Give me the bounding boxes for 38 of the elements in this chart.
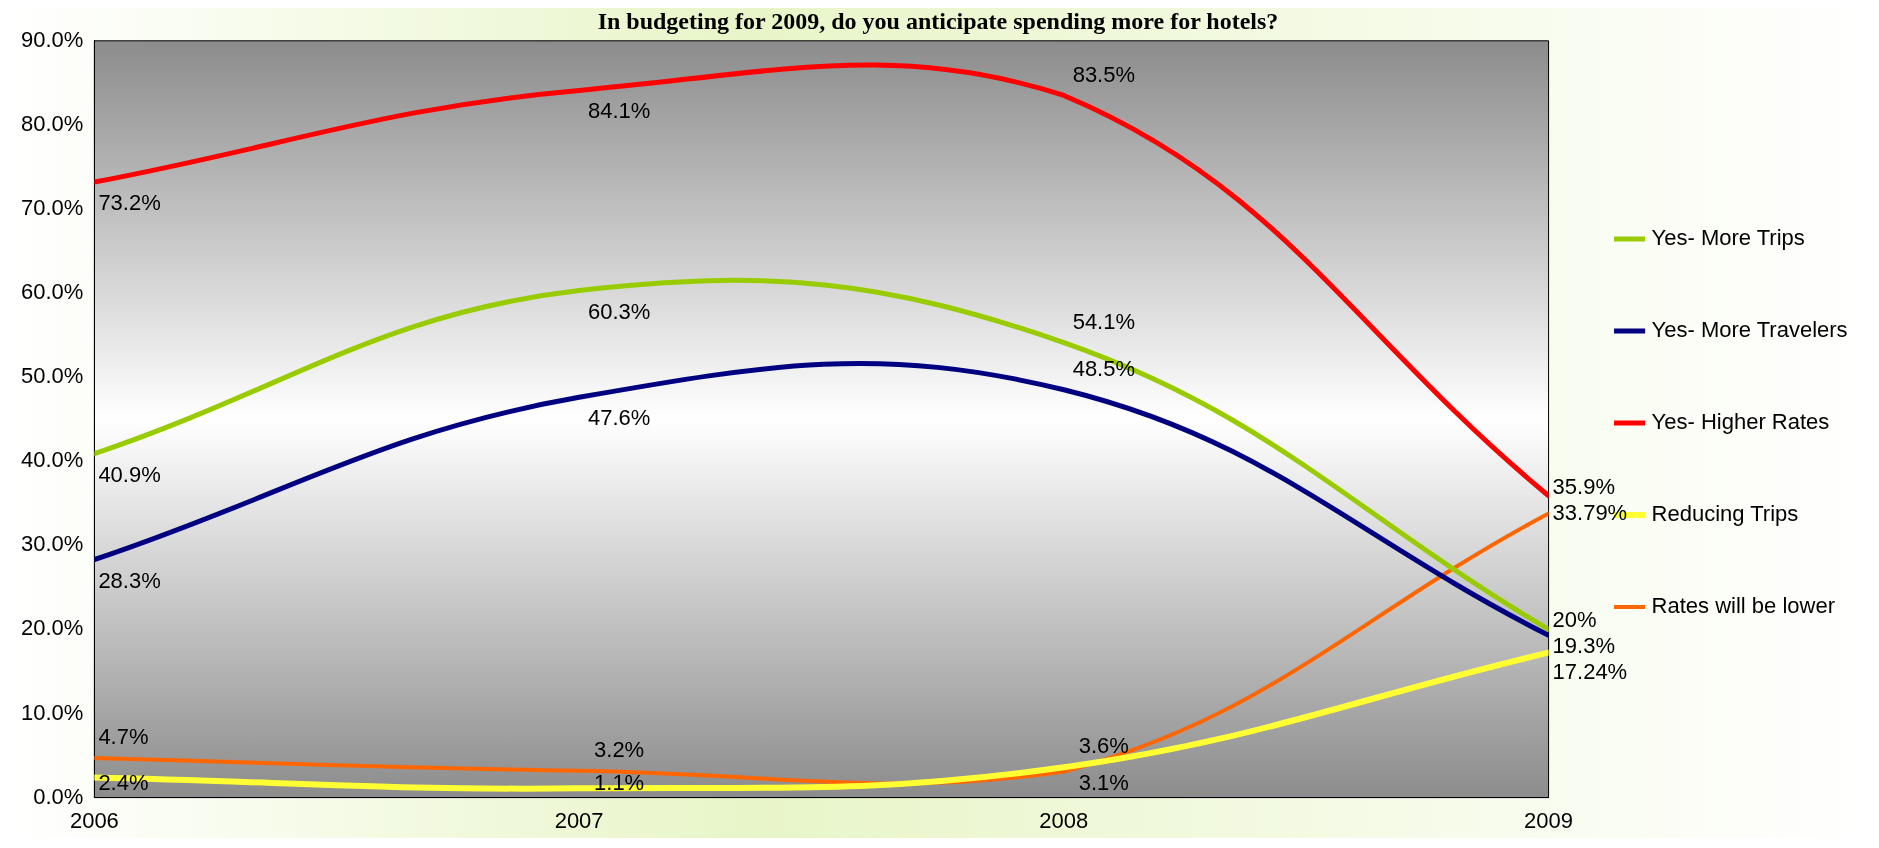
- y-tick-label: 90.0%: [20, 26, 84, 52]
- y-tick-label: 80.0%: [20, 110, 84, 136]
- y-tick-label: 30.0%: [20, 531, 84, 557]
- data-label: 83.5%: [1072, 61, 1136, 87]
- legend-label: Reducing Trips: [1651, 501, 1799, 527]
- y-tick-label: 40.0%: [20, 447, 84, 473]
- data-label: 54.1%: [1072, 308, 1136, 334]
- data-label: 60.3%: [587, 298, 651, 324]
- data-label: 3.1%: [1078, 769, 1129, 795]
- y-tick-label: 50.0%: [20, 363, 84, 389]
- x-tick-label: 2006: [69, 807, 119, 833]
- x-tick-label: 2007: [554, 807, 604, 833]
- chart-title: In budgeting for 2009, do you anticipate spending more for hotels?: [597, 7, 1279, 34]
- legend-label: Yes- More Trips: [1651, 225, 1805, 251]
- legend-label: Rates will be lower: [1651, 593, 1835, 619]
- y-tick-label: 60.0%: [20, 279, 84, 305]
- legend-label: Yes- More Travelers: [1651, 317, 1848, 343]
- data-label: 73.2%: [98, 190, 161, 216]
- data-label: 47.6%: [587, 405, 651, 431]
- legend-label: Yes- Higher Rates: [1651, 409, 1830, 435]
- data-label: 84.1%: [587, 98, 651, 124]
- data-label: 4.7%: [98, 724, 149, 750]
- data-label: 48.5%: [1072, 355, 1136, 381]
- data-label: 33.79%: [1552, 499, 1628, 525]
- data-label: 40.9%: [98, 461, 161, 487]
- data-label: 20%: [1552, 607, 1597, 633]
- y-tick-label: 0.0%: [33, 783, 84, 809]
- y-tick-label: 70.0%: [20, 195, 84, 221]
- data-label: 17.24%: [1552, 659, 1628, 685]
- y-tick-label: 20.0%: [20, 615, 84, 641]
- data-label: 19.3%: [1552, 633, 1615, 659]
- data-label: 3.2%: [594, 736, 645, 762]
- data-label: 35.9%: [1552, 473, 1615, 499]
- data-label: 3.6%: [1078, 733, 1129, 759]
- x-tick-label: 2008: [1039, 807, 1089, 833]
- y-tick-label: 10.0%: [20, 699, 84, 725]
- x-tick-label: 2009: [1524, 807, 1574, 833]
- data-label: 28.3%: [98, 567, 161, 593]
